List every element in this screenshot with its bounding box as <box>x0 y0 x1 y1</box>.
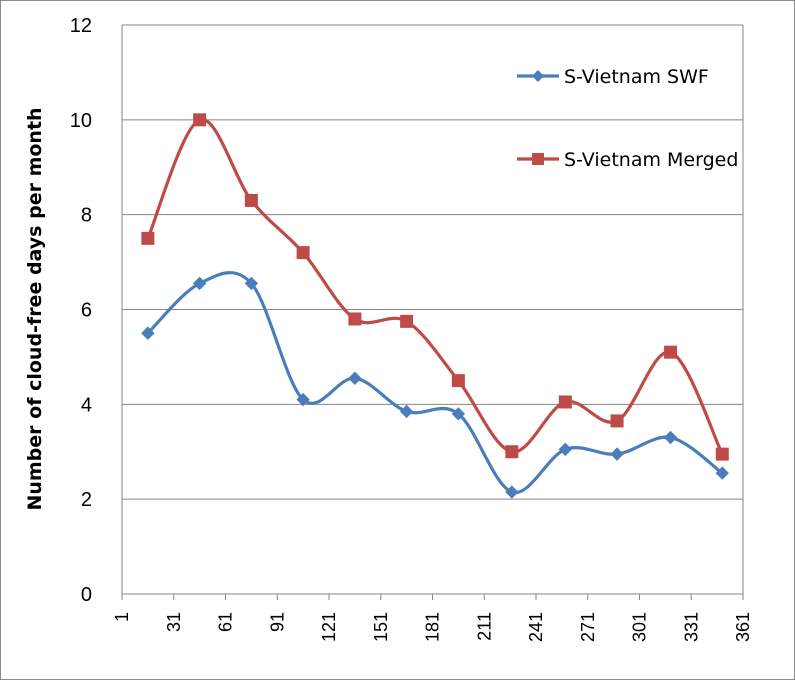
gridlines <box>122 24 743 500</box>
data-point <box>244 193 258 207</box>
data-point <box>400 314 414 328</box>
x-tick-labels: 1 31 61 91 121 151 181 211 241 271 301 331 361 <box>112 612 753 642</box>
data-point <box>193 113 207 127</box>
x-tick-label: 241 <box>526 612 546 642</box>
data-series <box>141 113 730 499</box>
x-tick-label: 1 <box>112 612 132 622</box>
data-point <box>558 395 572 409</box>
series-line <box>146 118 724 456</box>
y-tick-label: 8 <box>81 205 92 227</box>
x-tick-label: 361 <box>733 612 753 642</box>
data-point <box>505 445 519 459</box>
y-tick-label: 2 <box>81 489 92 511</box>
y-tick-label: 12 <box>70 15 92 37</box>
series-1 <box>141 271 730 499</box>
data-point <box>558 442 573 457</box>
legend-label: S-Vietnam SWF <box>564 66 709 88</box>
data-point <box>715 447 729 461</box>
data-point <box>663 430 678 445</box>
x-tick-label: 91 <box>267 612 287 632</box>
x-tick-label: 211 <box>474 612 494 641</box>
x-tick-label: 271 <box>578 612 598 642</box>
x-tick-label: 121 <box>319 612 339 642</box>
legend-item: S-Vietnam Merged <box>517 149 738 171</box>
legend: S-Vietnam SWF S-Vietnam Merged <box>517 66 738 171</box>
x-tick-label: 331 <box>681 612 701 642</box>
data-point <box>244 276 259 291</box>
data-point <box>664 345 678 359</box>
data-point <box>192 276 207 291</box>
data-point <box>296 392 310 407</box>
data-point <box>141 326 155 340</box>
data-point <box>399 404 414 419</box>
data-point <box>715 466 730 480</box>
x-tick-label: 61 <box>216 612 236 632</box>
x-tick-label: 181 <box>423 612 443 642</box>
axes <box>121 25 744 600</box>
legend-marker <box>532 70 544 82</box>
data-point <box>348 312 362 326</box>
data-point <box>451 407 466 421</box>
y-axis-title: Number of cloud-free days per month <box>24 107 46 510</box>
data-point <box>505 485 519 499</box>
y-tick-label: 10 <box>70 110 92 132</box>
y-tick-label: 4 <box>81 394 92 416</box>
legend-item: S-Vietnam SWF <box>517 66 709 88</box>
y-tick-label: 0 <box>81 584 92 606</box>
data-point <box>296 246 310 260</box>
data-point <box>348 371 362 385</box>
data-point <box>141 231 155 245</box>
data-point <box>451 374 465 388</box>
x-tick-label: 151 <box>371 612 391 642</box>
data-point <box>610 447 624 461</box>
data-point <box>610 414 624 428</box>
x-tick-label: 31 <box>164 612 184 632</box>
legend-label: S-Vietnam Merged <box>564 149 738 171</box>
x-tick-label: 301 <box>630 612 650 642</box>
series-2 <box>141 113 729 461</box>
legend-marker <box>532 153 544 165</box>
y-tick-label: 6 <box>81 300 92 322</box>
y-tick-labels: 0 2 4 6 8 10 12 <box>70 15 92 606</box>
